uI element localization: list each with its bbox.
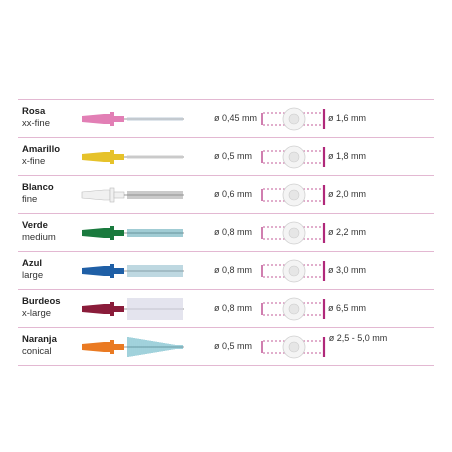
brush-neck xyxy=(113,191,125,199)
brush-size-name: medium xyxy=(22,232,56,243)
brush-bristles xyxy=(127,337,183,357)
brush-handle xyxy=(82,152,110,162)
brush-collar xyxy=(110,264,114,278)
brush-neck xyxy=(114,154,124,160)
diameter-gauge-icon xyxy=(261,335,326,359)
brush-diameter: ø 1,8 mm xyxy=(328,151,367,161)
table-row: Azul large ø 0,8 mm ø 3,0 mm xyxy=(18,251,434,289)
diameter-gauge-icon xyxy=(261,145,326,169)
brush-color-name: Amarillo xyxy=(22,144,61,155)
brush-collar xyxy=(110,340,114,354)
wire-diameter: ø 0,45 mm xyxy=(214,113,258,123)
brush-color-name: Burdeos xyxy=(22,296,61,307)
brush-illustration xyxy=(82,150,184,164)
brush-size-name: conical xyxy=(22,346,52,357)
brush-diameter: ø 2,0 mm xyxy=(328,189,367,199)
brush-diameter: ø 1,6 mm xyxy=(328,113,367,123)
brush-size-name: fine xyxy=(22,194,38,205)
brush-size-name: large xyxy=(22,270,44,281)
brush-diameter: ø 2,2 mm xyxy=(328,227,367,237)
wire-diameter: ø 0,6 mm xyxy=(214,189,253,199)
gauge-inner-circle xyxy=(288,113,300,125)
brush-bristles xyxy=(127,191,183,199)
table-row: Blanco fine ø 0,6 mm ø 2,0 mm xyxy=(18,175,434,213)
brush-handle xyxy=(82,114,110,124)
brush-name: Blanco fine xyxy=(22,182,54,206)
diameter-gauge-icon xyxy=(261,297,326,321)
gauge-inner-circle xyxy=(288,303,300,315)
wire-diameter: ø 0,8 mm xyxy=(214,265,253,275)
brush-diameter: ø 3,0 mm xyxy=(328,265,367,275)
brush-illustration xyxy=(82,264,184,278)
brush-name: Burdeos x-large xyxy=(22,296,61,320)
brush-neck xyxy=(114,268,124,274)
brush-color-name: Naranja xyxy=(22,334,57,345)
brush-color-name: Rosa xyxy=(22,106,46,117)
table-row: Verde medium ø 0,8 mm ø 2,2 mm xyxy=(18,213,434,251)
brush-neck xyxy=(114,116,124,122)
brush-bristles xyxy=(127,265,183,277)
brush-collar xyxy=(110,226,114,240)
brush-collar xyxy=(110,302,114,316)
brush-color-name: Azul xyxy=(22,258,43,269)
diameter-gauge-icon xyxy=(261,107,326,131)
brush-bristles xyxy=(127,155,183,159)
brush-collar xyxy=(110,150,114,164)
wire-diameter: ø 0,5 mm xyxy=(214,341,253,351)
brush-size-name: x-large xyxy=(22,308,52,319)
brush-neck xyxy=(114,344,124,350)
gauge-inner-circle xyxy=(288,189,300,201)
brush-name: Naranja conical xyxy=(22,334,57,358)
wire-diameter: ø 0,5 mm xyxy=(214,151,253,161)
brush-name: Azul large xyxy=(22,258,43,282)
brush-bristles xyxy=(127,229,183,237)
brush-bristles xyxy=(127,117,183,121)
brush-illustration xyxy=(82,226,184,240)
brush-collar xyxy=(110,112,114,126)
brush-size-name: x-fine xyxy=(22,156,46,167)
interdental-brush-size-table: Rosa xx-fine ø 0,45 mm ø 1,6 mm Amarillo… xyxy=(18,99,434,366)
gauge-inner-circle xyxy=(288,227,300,239)
brush-size-name: xx-fine xyxy=(22,118,50,129)
diameter-gauge-icon xyxy=(261,259,326,283)
wire-diameter: ø 0,8 mm xyxy=(214,227,253,237)
table-row: Rosa xx-fine ø 0,45 mm ø 1,6 mm xyxy=(18,99,434,137)
brush-name: Amarillo x-fine xyxy=(22,144,60,168)
brush-handle xyxy=(82,266,110,276)
brush-illustration xyxy=(81,187,184,203)
brush-diameter: ø 6,5 mm xyxy=(328,303,367,313)
brush-illustration xyxy=(82,298,184,320)
gauge-inner-circle xyxy=(288,151,300,163)
gauge-inner-circle xyxy=(288,341,300,353)
brush-handle xyxy=(82,304,110,314)
brush-name: Rosa xx-fine xyxy=(22,106,50,130)
brush-collar xyxy=(109,187,115,203)
brush-handle xyxy=(81,189,111,201)
table-row: Amarillo x-fine ø 0,5 mm ø 1,8 mm xyxy=(18,137,434,175)
table-row: Burdeos x-large ø 0,8 mm ø 6,5 mm xyxy=(18,289,434,327)
brush-bristles xyxy=(127,298,183,320)
gauge-inner-circle xyxy=(288,265,300,277)
brush-handle xyxy=(82,228,110,238)
brush-illustration xyxy=(82,337,184,357)
brush-neck xyxy=(114,230,124,236)
brush-color-name: Verde xyxy=(22,220,48,231)
brush-diameter: ø 2,5 - 5,0 mm xyxy=(328,333,388,343)
brush-handle xyxy=(82,342,110,352)
diameter-gauge-icon xyxy=(261,221,326,245)
brush-color-name: Blanco xyxy=(22,182,54,193)
brush-neck xyxy=(114,306,124,312)
brush-name: Verde medium xyxy=(22,220,56,244)
diameter-gauge-icon xyxy=(261,183,326,207)
table-row: Naranja conical ø 0,5 mm ø 2,5 - 5,0 mm xyxy=(18,327,434,366)
brush-illustration xyxy=(82,112,184,126)
wire-diameter: ø 0,8 mm xyxy=(214,303,253,313)
